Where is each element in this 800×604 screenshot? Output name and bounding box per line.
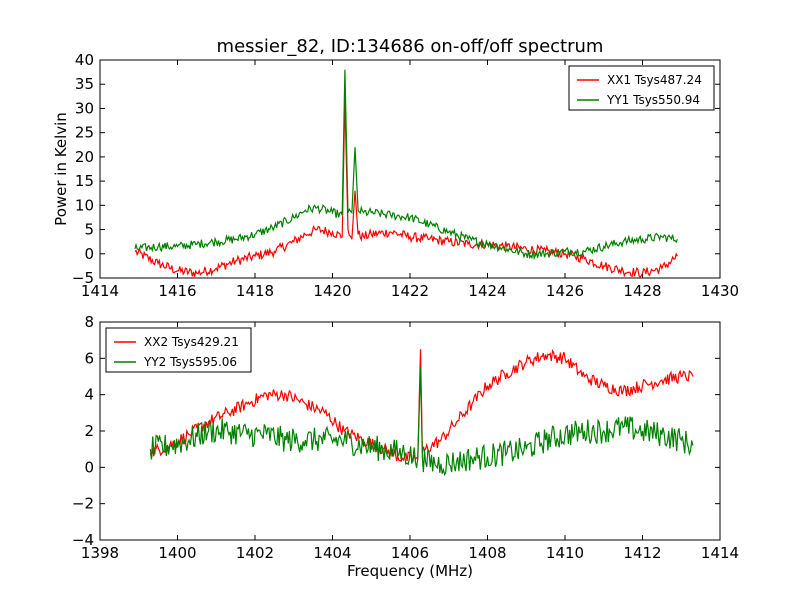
x-tick-label: 1406 (391, 544, 429, 562)
y-tick-label: 2 (84, 422, 94, 440)
legend-box (105, 327, 252, 373)
x-tick-label: 1404 (313, 544, 351, 562)
legend-label: YY2 Tsys595.06 (143, 355, 237, 369)
y-tick-label: 40 (75, 51, 94, 69)
x-tick-label: 1400 (158, 544, 196, 562)
y-tick-label: 35 (75, 75, 94, 93)
legend-label: XX1 Tsys487.24 (607, 73, 702, 87)
y-tick-label: 6 (84, 349, 94, 367)
y-tick-label: 30 (75, 99, 94, 117)
top-plot-series (134, 69, 678, 279)
series-line-1 (134, 98, 678, 279)
x-tick-label: 1398 (81, 544, 119, 562)
series-line-2 (134, 69, 678, 261)
y-tick-label: −2 (72, 495, 94, 513)
legend-label: XX2 Tsys429.21 (144, 335, 239, 349)
y-tick-label: −4 (72, 531, 94, 549)
x-tick-label: 1414 (81, 282, 119, 300)
y-tick-label: −5 (72, 269, 94, 287)
y-tick-label: 4 (84, 386, 94, 404)
y-tick-label: 15 (75, 172, 94, 190)
x-tick-label: 1426 (546, 282, 584, 300)
x-tick-label: 1402 (236, 544, 274, 562)
y-tick-label: 5 (84, 221, 94, 239)
y-tick-label: 8 (84, 313, 94, 331)
bottom-plot-x-axis-label: Frequency (MHz) (347, 562, 473, 580)
top-plot: 1414 1416 1418 1420 1422 1424 1426 1428 1430 −5 0 5… (72, 51, 739, 300)
y-tick-label: 0 (84, 458, 94, 476)
y-tick-label: 10 (75, 196, 94, 214)
legend-box (568, 65, 715, 111)
top-plot-ticks: 1414 1416 1418 1420 1422 1424 1426 1428 1430 −5 0 5… (72, 51, 739, 300)
top-plot-y-axis-label: Power in Kelvin (52, 112, 70, 226)
bottom-plot: 1398 1400 1402 1404 1406 1408 1410 1412 1414 −4 −2… (72, 313, 739, 562)
x-tick-label: 1420 (313, 282, 351, 300)
x-tick-label: 1424 (468, 282, 506, 300)
x-tick-label: 1428 (623, 282, 661, 300)
y-tick-label: 20 (75, 148, 94, 166)
x-tick-label: 1414 (701, 544, 739, 562)
x-tick-label: 1416 (158, 282, 196, 300)
bottom-plot-legend: XX2 Tsys429.21 YY2 Tsys595.06 (105, 327, 252, 373)
bottom-plot-ticks: 1398 1400 1402 1404 1406 1408 1410 1412 1414 −4 −2… (72, 313, 739, 562)
x-tick-label: 1412 (623, 544, 661, 562)
x-tick-label: 1430 (701, 282, 739, 300)
y-tick-label: 0 (84, 245, 94, 263)
top-plot-legend: XX1 Tsys487.24 YY1 Tsys550.94 (568, 65, 715, 111)
y-tick-label: 25 (75, 124, 94, 142)
x-tick-label: 1410 (546, 544, 584, 562)
bottom-plot-series (149, 348, 694, 477)
top-chart-title: messier_82, ID:134686 on-off/off spectru… (217, 36, 604, 57)
x-tick-label: 1422 (391, 282, 429, 300)
series-line-2 (149, 367, 694, 477)
x-tick-label: 1408 (468, 544, 506, 562)
legend-label: YY1 Tsys550.94 (606, 93, 700, 107)
x-tick-label: 1418 (236, 282, 274, 300)
